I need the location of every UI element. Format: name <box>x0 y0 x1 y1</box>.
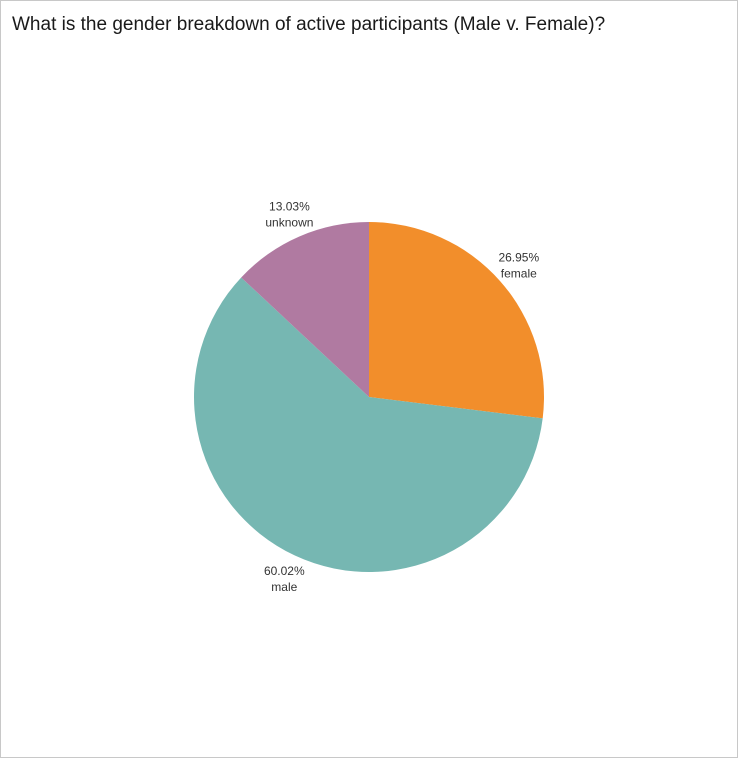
pie-slice-unknown[interactable] <box>241 222 369 397</box>
chart-title: What is the gender breakdown of active p… <box>12 14 606 35</box>
slice-category-male: male <box>271 580 297 594</box>
slice-category-female: female <box>501 267 537 281</box>
slice-percent-unknown: 13.03% <box>269 200 310 214</box>
slice-label-male: 60.02% male <box>264 564 305 594</box>
slice-percent-male: 60.02% <box>264 564 305 578</box>
pie-slice-female[interactable] <box>369 222 545 419</box>
pie-slice-male[interactable] <box>194 277 543 572</box>
slice-label-female: 26.95% female <box>498 251 539 281</box>
slice-label-unknown: 13.03% unknown <box>265 200 313 230</box>
slice-category-unknown: unknown <box>265 216 313 230</box>
slice-percent-female: 26.95% <box>498 251 539 265</box>
